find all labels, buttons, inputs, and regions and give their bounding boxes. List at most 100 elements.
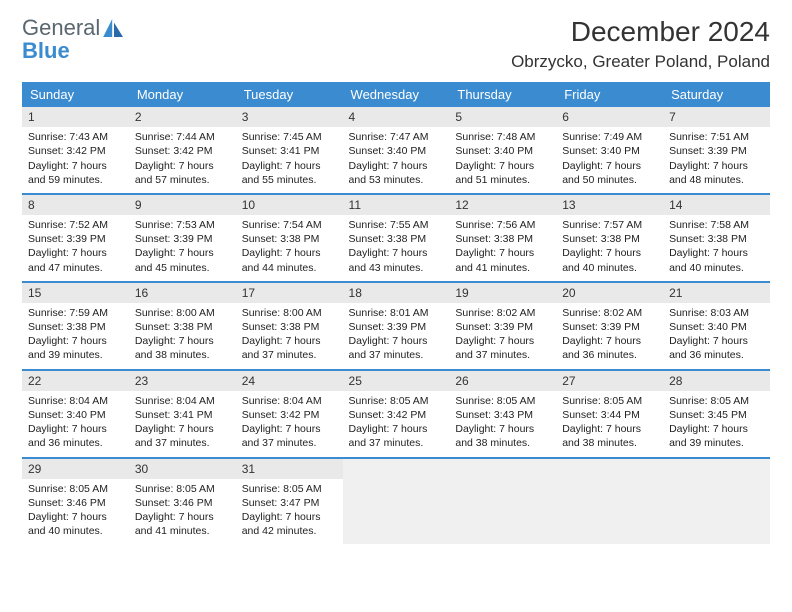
sunset-line: Sunset: 3:42 PM [28, 144, 123, 158]
daylight-line: Daylight: 7 hours and 47 minutes. [28, 246, 123, 274]
sunset-line: Sunset: 3:46 PM [135, 496, 230, 510]
day-cell: 2Sunrise: 7:44 AMSunset: 3:42 PMDaylight… [129, 107, 236, 194]
daylight-line: Daylight: 7 hours and 40 minutes. [669, 246, 764, 274]
sunset-line: Sunset: 3:39 PM [562, 320, 657, 334]
sunrise-line: Sunrise: 8:01 AM [349, 306, 444, 320]
day-number: 10 [236, 195, 343, 215]
daylight-line: Daylight: 7 hours and 37 minutes. [242, 334, 337, 362]
day-cell: 26Sunrise: 8:05 AMSunset: 3:43 PMDayligh… [449, 370, 556, 458]
day-number: 14 [663, 195, 770, 215]
daylight-line: Daylight: 7 hours and 40 minutes. [28, 510, 123, 538]
daylight-line: Daylight: 7 hours and 45 minutes. [135, 246, 230, 274]
sunrise-line: Sunrise: 7:47 AM [349, 130, 444, 144]
day-cell: 5 Sunrise: 7:48 AMSunset: 3:40 PMDaylight… [449, 107, 556, 194]
day-cell: 15Sunrise: 7:59 AMSunset: 3:38 PMDayligh… [22, 282, 129, 370]
day-cell: 31Sunrise: 8:05 AMSunset: 3:47 PMDayligh… [236, 458, 343, 545]
sunset-line: Sunset: 3:38 PM [562, 232, 657, 246]
logo-sail-icon [103, 19, 125, 37]
day-number: 3 [236, 107, 343, 127]
daylight-line: Daylight: 7 hours and 50 minutes. [562, 159, 657, 187]
daylight-line: Daylight: 7 hours and 37 minutes. [455, 334, 550, 362]
logo-text-2: Blue [22, 39, 125, 62]
day-cell: 4 Sunrise: 7:47 AMSunset: 3:40 PMDaylight… [343, 107, 450, 194]
sunset-line: Sunset: 3:38 PM [242, 232, 337, 246]
daylight-line: Daylight: 7 hours and 37 minutes. [135, 422, 230, 450]
sunset-line: Sunset: 3:42 PM [242, 408, 337, 422]
sunrise-line: Sunrise: 7:48 AM [455, 130, 550, 144]
day-cell: 22Sunrise: 8:04 AMSunset: 3:40 PMDayligh… [22, 370, 129, 458]
daylight-line: Daylight: 7 hours and 59 minutes. [28, 159, 123, 187]
day-cell: 7Sunrise: 7:51 AMSunset: 3:39 PMDaylight… [663, 107, 770, 194]
day-cell: 17Sunrise: 8:00 AMSunset: 3:38 PMDayligh… [236, 282, 343, 370]
daylight-line: Daylight: 7 hours and 41 minutes. [455, 246, 550, 274]
weekday-header: Saturday [663, 82, 770, 107]
day-number: 22 [22, 371, 129, 391]
daylight-line: Daylight: 7 hours and 40 minutes. [562, 246, 657, 274]
day-cell: 28Sunrise: 8:05 AMSunset: 3:45 PMDayligh… [663, 370, 770, 458]
day-cell: 24Sunrise: 8:04 AMSunset: 3:42 PMDayligh… [236, 370, 343, 458]
daylight-line: Daylight: 7 hours and 42 minutes. [242, 510, 337, 538]
day-cell: 9Sunrise: 7:53 AMSunset: 3:39 PMDaylight… [129, 194, 236, 282]
day-number: 6 [556, 107, 663, 127]
sunset-line: Sunset: 3:40 PM [349, 144, 444, 158]
sunrise-line: Sunrise: 7:51 AM [669, 130, 764, 144]
sunrise-line: Sunrise: 8:05 AM [562, 394, 657, 408]
daylight-line: Daylight: 7 hours and 55 minutes. [242, 159, 337, 187]
weekday-header: Wednesday [343, 82, 450, 107]
header: General Blue December 2024 Obrzycko, Gre… [22, 16, 770, 72]
day-cell: 25Sunrise: 8:05 AMSunset: 3:42 PMDayligh… [343, 370, 450, 458]
day-number: 30 [129, 459, 236, 479]
day-cell: 13Sunrise: 7:57 AMSunset: 3:38 PMDayligh… [556, 194, 663, 282]
location-text: Obrzycko, Greater Poland, Poland [511, 52, 770, 72]
daylight-line: Daylight: 7 hours and 53 minutes. [349, 159, 444, 187]
page-title: December 2024 [511, 16, 770, 48]
sunrise-line: Sunrise: 8:04 AM [135, 394, 230, 408]
sunrise-line: Sunrise: 8:04 AM [242, 394, 337, 408]
daylight-line: Daylight: 7 hours and 51 minutes. [455, 159, 550, 187]
day-number: 15 [22, 283, 129, 303]
day-number: 23 [129, 371, 236, 391]
sunset-line: Sunset: 3:38 PM [28, 320, 123, 334]
sunset-line: Sunset: 3:42 PM [349, 408, 444, 422]
daylight-line: Daylight: 7 hours and 36 minutes. [28, 422, 123, 450]
sunrise-line: Sunrise: 8:05 AM [349, 394, 444, 408]
sunrise-line: Sunrise: 8:02 AM [562, 306, 657, 320]
sunrise-line: Sunrise: 7:53 AM [135, 218, 230, 232]
sunset-line: Sunset: 3:39 PM [669, 144, 764, 158]
weekday-header-row: SundayMondayTuesdayWednesdayThursdayFrid… [22, 82, 770, 107]
day-cell: 19Sunrise: 8:02 AMSunset: 3:39 PMDayligh… [449, 282, 556, 370]
sunrise-line: Sunrise: 7:52 AM [28, 218, 123, 232]
sunrise-line: Sunrise: 8:05 AM [135, 482, 230, 496]
calendar-row: 29Sunrise: 8:05 AMSunset: 3:46 PMDayligh… [22, 458, 770, 545]
calendar-row: 8Sunrise: 7:52 AMSunset: 3:39 PMDaylight… [22, 194, 770, 282]
day-number: 1 [22, 107, 129, 127]
sunrise-line: Sunrise: 8:03 AM [669, 306, 764, 320]
sunset-line: Sunset: 3:38 PM [135, 320, 230, 334]
daylight-line: Daylight: 7 hours and 37 minutes. [349, 334, 444, 362]
sunrise-line: Sunrise: 8:02 AM [455, 306, 550, 320]
day-cell: 18Sunrise: 8:01 AMSunset: 3:39 PMDayligh… [343, 282, 450, 370]
sunset-line: Sunset: 3:40 PM [562, 144, 657, 158]
sunrise-line: Sunrise: 7:44 AM [135, 130, 230, 144]
daylight-line: Daylight: 7 hours and 38 minutes. [562, 422, 657, 450]
daylight-line: Daylight: 7 hours and 37 minutes. [349, 422, 444, 450]
day-number: 5 [449, 107, 556, 127]
day-cell: 14Sunrise: 7:58 AMSunset: 3:38 PMDayligh… [663, 194, 770, 282]
daylight-line: Daylight: 7 hours and 38 minutes. [135, 334, 230, 362]
daylight-line: Daylight: 7 hours and 39 minutes. [28, 334, 123, 362]
sunset-line: Sunset: 3:39 PM [349, 320, 444, 334]
weekday-header: Sunday [22, 82, 129, 107]
sunset-line: Sunset: 3:40 PM [455, 144, 550, 158]
day-number: 20 [556, 283, 663, 303]
day-number: 4 [343, 107, 450, 127]
daylight-line: Daylight: 7 hours and 43 minutes. [349, 246, 444, 274]
sunset-line: Sunset: 3:42 PM [135, 144, 230, 158]
daylight-line: Daylight: 7 hours and 48 minutes. [669, 159, 764, 187]
blank-cell [663, 458, 770, 545]
sunrise-line: Sunrise: 7:57 AM [562, 218, 657, 232]
day-cell: 1Sunrise: 7:43 AMSunset: 3:42 PMDaylight… [22, 107, 129, 194]
day-cell: 20Sunrise: 8:02 AMSunset: 3:39 PMDayligh… [556, 282, 663, 370]
day-cell: 30Sunrise: 8:05 AMSunset: 3:46 PMDayligh… [129, 458, 236, 545]
sunset-line: Sunset: 3:44 PM [562, 408, 657, 422]
sunset-line: Sunset: 3:47 PM [242, 496, 337, 510]
